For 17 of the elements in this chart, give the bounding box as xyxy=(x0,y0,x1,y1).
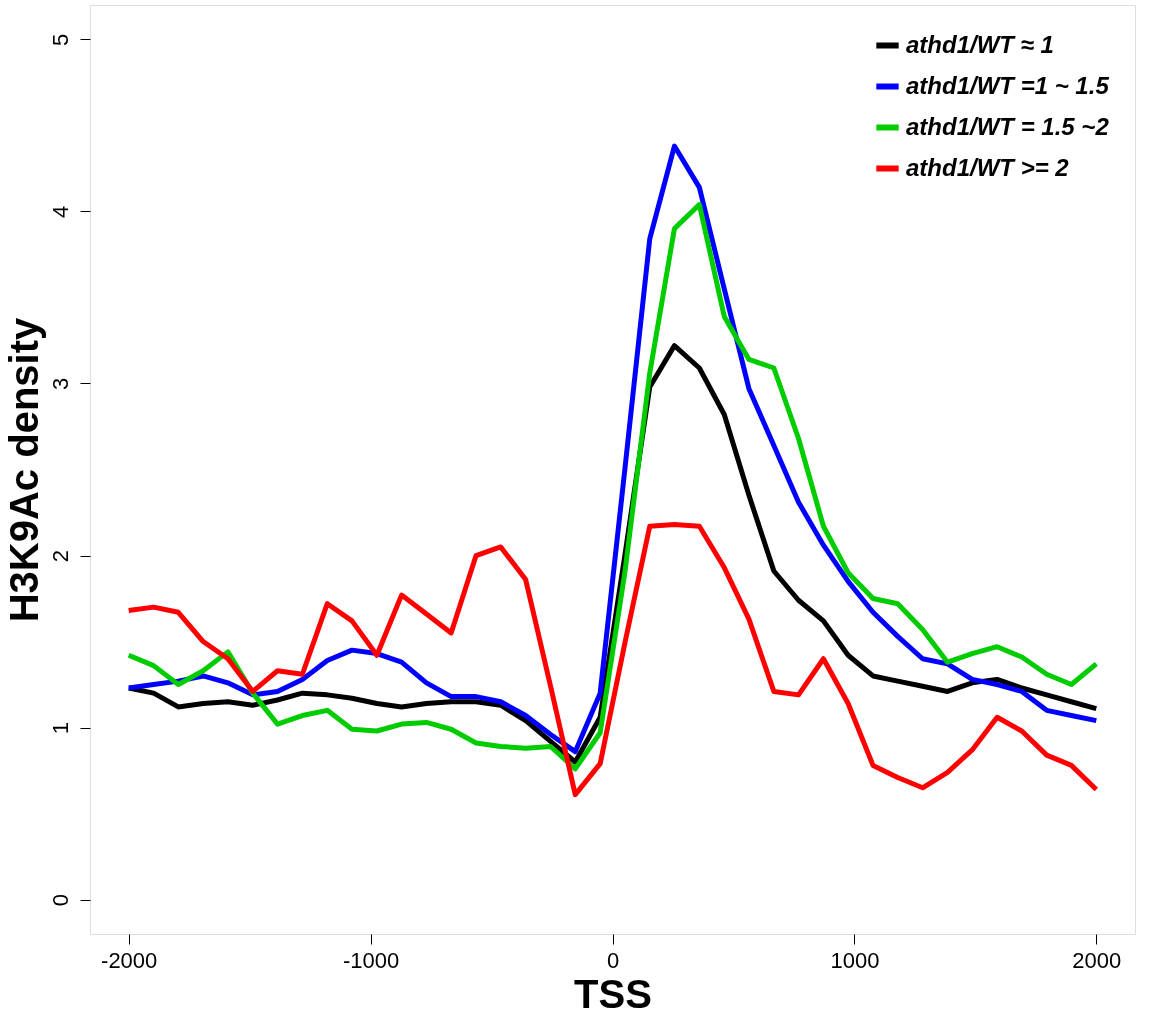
y-tick-label: 5 xyxy=(47,33,73,47)
x-axis-title: TSS xyxy=(574,971,652,1016)
y-tick-label: 0 xyxy=(47,893,73,907)
y-tick-label: 4 xyxy=(47,205,73,219)
y-axis-title: H3K9Ac density xyxy=(1,316,46,623)
x-tick-label: -2000 xyxy=(101,947,158,973)
x-tick-label: 1000 xyxy=(830,947,880,973)
y-tick-label: 3 xyxy=(47,377,73,391)
legend-label: athd1/WT = 1.5 ~2 xyxy=(906,112,1110,140)
legend-label: athd1/WT =1 ~ 1.5 xyxy=(906,71,1110,99)
y-tick-label: 1 xyxy=(47,721,73,735)
x-tick-label: 2000 xyxy=(1072,947,1122,973)
legend-label: athd1/WT ≈ 1 xyxy=(906,30,1054,58)
x-tick-label: 0 xyxy=(606,947,620,973)
legend-label: athd1/WT >= 2 xyxy=(906,153,1070,181)
x-tick-label: -1000 xyxy=(342,947,400,973)
y-tick-label: 2 xyxy=(47,549,73,563)
